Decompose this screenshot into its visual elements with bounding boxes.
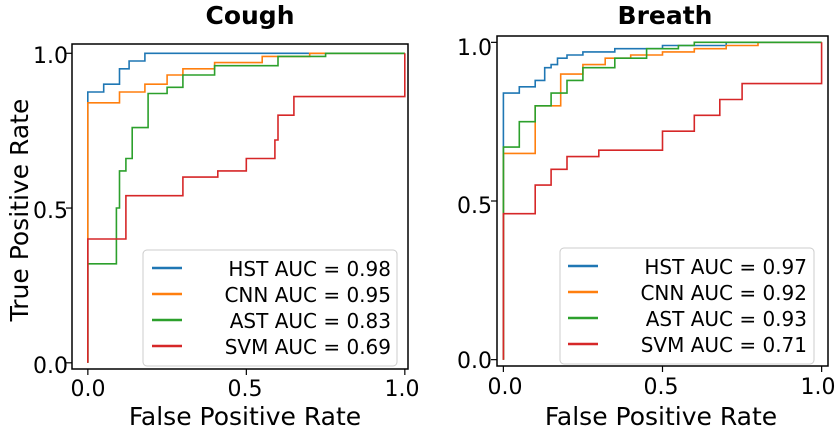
breath-lines bbox=[502, 41, 823, 360]
cough-ytick-0: 0.0 bbox=[33, 354, 68, 379]
breath-ytick-0: 0.0 bbox=[457, 349, 492, 374]
breath-ytick-1: 0.5 bbox=[457, 194, 492, 219]
breath-legend-box bbox=[559, 247, 815, 365]
breath-legend-label-3: SVM AUC = 0.71 bbox=[641, 333, 807, 357]
cough-legend-box bbox=[142, 249, 398, 367]
cough-series-svm-line bbox=[87, 53, 406, 363]
breath-xtick-1: 0.5 bbox=[644, 375, 679, 400]
cough-axes: 0.0 0.5 1.0 0.0 0.5 1.0 HST AUC = 0.98 C… bbox=[33, 43, 420, 402]
cough-ylabel: True Positive Rate bbox=[5, 99, 34, 323]
cough-lines bbox=[87, 52, 406, 363]
cough-legend: HST AUC = 0.98 CNN AUC = 0.95 AST AUC = … bbox=[142, 249, 398, 367]
cough-ytick-1: 0.5 bbox=[33, 199, 68, 224]
cough-legend-label-3: SVM AUC = 0.69 bbox=[225, 335, 391, 359]
cough-xtick-2: 1.0 bbox=[385, 377, 420, 402]
breath-legend-label-1: CNN AUC = 0.92 bbox=[640, 281, 807, 305]
cough-legend-label-1: CNN AUC = 0.95 bbox=[224, 283, 391, 307]
breath-ytick-2: 1.0 bbox=[457, 36, 492, 61]
breath-xtick-2: 1.0 bbox=[801, 375, 836, 400]
cough-xtick-0: 0.0 bbox=[71, 377, 106, 402]
breath-plot-frame bbox=[496, 35, 829, 367]
breath-series-ast-line bbox=[502, 41, 822, 360]
breath-ticks: 0.0 0.5 1.0 0.0 0.5 1.0 bbox=[457, 36, 836, 400]
cough-plot-frame bbox=[71, 43, 409, 370]
cough-ticks: 0.0 0.5 1.0 0.0 0.5 1.0 bbox=[33, 44, 420, 402]
cough-series-cnn-line bbox=[87, 52, 405, 363]
breath-title: Breath bbox=[618, 1, 713, 30]
cough-legend-label-2: AST AUC = 0.83 bbox=[230, 309, 391, 333]
cough-title: Cough bbox=[205, 1, 294, 30]
breath-legend-label-2: AST AUC = 0.93 bbox=[646, 307, 807, 331]
cough-series-ast-line bbox=[87, 52, 405, 363]
cough-ytick-2: 1.0 bbox=[33, 44, 68, 69]
cough-xtick-1: 0.5 bbox=[228, 377, 263, 402]
cough-legend-label-0: HST AUC = 0.98 bbox=[228, 257, 391, 281]
breath-xtick-0: 0.0 bbox=[488, 375, 523, 400]
breath-legend: HST AUC = 0.97 CNN AUC = 0.92 AST AUC = … bbox=[559, 247, 815, 365]
breath-axes: 0.0 0.5 1.0 0.0 0.5 1.0 HST AUC = 0.97 C… bbox=[457, 35, 836, 400]
breath-series-hst-line bbox=[502, 41, 822, 360]
cough-xlabel: False Positive Rate bbox=[129, 402, 361, 431]
breath-xlabel: False Positive Rate bbox=[545, 402, 777, 431]
breath-legend-label-0: HST AUC = 0.97 bbox=[644, 255, 807, 279]
breath-series-svm-line bbox=[502, 42, 823, 360]
